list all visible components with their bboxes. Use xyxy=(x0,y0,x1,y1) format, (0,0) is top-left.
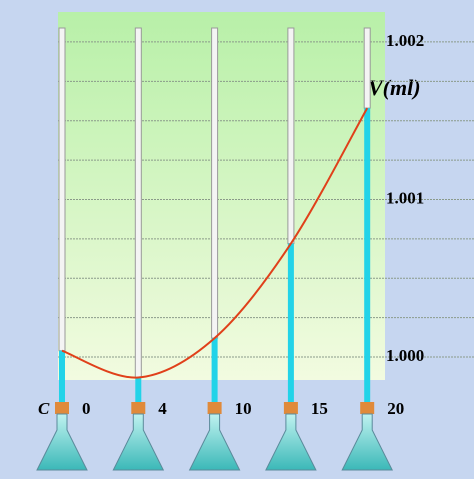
tube xyxy=(211,27,219,339)
plot-area xyxy=(58,12,385,380)
tube xyxy=(58,27,66,352)
stopper xyxy=(360,402,375,414)
y-tick-label: 1.000 xyxy=(386,346,424,365)
flask xyxy=(112,413,165,471)
x-tick-label: 0 xyxy=(82,399,91,418)
y-tick-label: 1.001 xyxy=(386,188,424,207)
flask xyxy=(341,413,394,471)
liquid-column xyxy=(211,338,218,402)
tube xyxy=(363,27,371,109)
liquid-column xyxy=(287,243,294,402)
liquid-column xyxy=(59,350,65,402)
flask xyxy=(188,413,241,471)
liquid-column xyxy=(364,108,371,403)
x-tick-label: 4 xyxy=(158,399,167,418)
x-tick-label: 20 xyxy=(387,399,404,418)
stopper xyxy=(131,402,146,414)
flask xyxy=(265,413,317,471)
flask xyxy=(36,413,88,471)
x-label: C xyxy=(38,399,50,418)
liquid-column xyxy=(135,377,142,402)
tube xyxy=(134,27,142,378)
stopper xyxy=(283,402,298,414)
curve xyxy=(61,107,369,379)
x-tick-label: 15 xyxy=(311,399,328,418)
stopper xyxy=(55,402,69,414)
stopper xyxy=(207,402,222,414)
y-label: V(ml) xyxy=(368,75,421,100)
tube xyxy=(287,27,295,245)
x-tick-label: 10 xyxy=(235,399,252,418)
y-tick-label: 1.002 xyxy=(386,31,424,50)
